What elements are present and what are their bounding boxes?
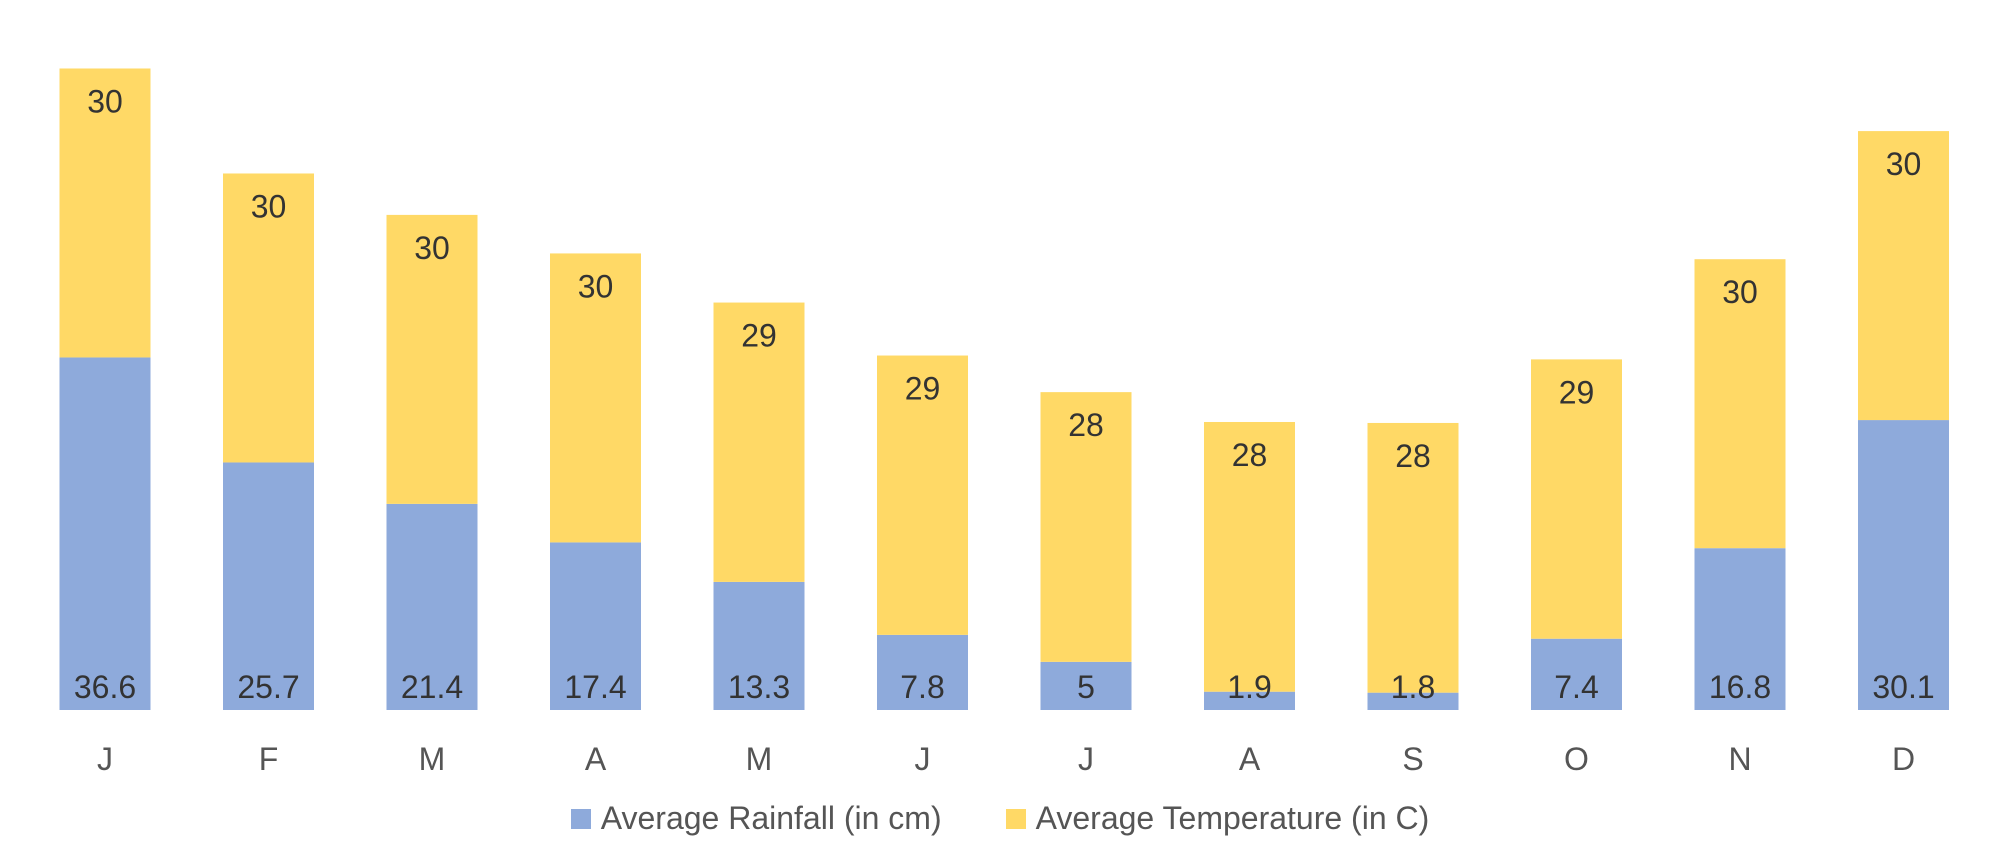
x-tick-label-5: J	[915, 741, 931, 777]
temperature-value-label-0: 30	[87, 83, 123, 119]
temperature-bar-0	[59, 68, 151, 358]
rainfall-value-label-8: 1.8	[1391, 669, 1435, 705]
temperature-value-label-3: 30	[578, 268, 614, 304]
temperature-value-label-9: 29	[1559, 374, 1595, 410]
legend: Average Rainfall (in cm) Average Tempera…	[0, 800, 2000, 837]
rainfall-bar-9	[1531, 638, 1622, 710]
x-tick-label-10: N	[1728, 741, 1751, 777]
x-tick-label-4: M	[746, 741, 773, 777]
x-tick-label-9: O	[1564, 741, 1589, 777]
temperature-bar-8	[1367, 422, 1459, 693]
rainfall-value-label-4: 13.3	[728, 669, 790, 705]
stacked-bar-chart: 36.6 30 25.7 30 21.4 30 17.4 30 13.3 29 7.8 29 5 28 1.…	[59, 68, 1949, 777]
temperature-bar-1	[223, 173, 314, 463]
temperature-value-label-8: 28	[1395, 438, 1431, 474]
temperature-bar-7	[1204, 421, 1295, 692]
x-tick-label-2: M	[419, 741, 446, 777]
rainfall-value-label-1: 25.7	[237, 669, 299, 705]
temperature-bar-9	[1531, 359, 1622, 639]
temperature-value-label-5: 29	[905, 371, 941, 407]
temperature-value-label-6: 28	[1068, 407, 1104, 443]
rainfall-bar-10	[1694, 548, 1786, 710]
legend-item-temperature: Average Temperature (in C)	[1005, 800, 1430, 837]
temperature-bar-6	[1040, 392, 1132, 662]
rainfall-bar-6	[1040, 661, 1132, 710]
legend-label-rainfall: Average Rainfall (in cm)	[600, 800, 942, 836]
rainfall-bar-4	[713, 581, 805, 710]
x-tick-label-11: D	[1892, 741, 1915, 777]
legend-item-rainfall: Average Rainfall (in cm)	[570, 800, 942, 837]
value-labels-group: 36.6 30 25.7 30 21.4 30 17.4 30 13.3 29 7.8 29 5 28 1.…	[74, 83, 1935, 705]
rainfall-value-label-6: 5	[1077, 669, 1095, 705]
temperature-value-label-1: 30	[251, 188, 287, 224]
temperature-value-label-11: 30	[1886, 146, 1922, 182]
rainfall-value-label-7: 1.9	[1227, 669, 1271, 705]
temperature-bar-11	[1858, 131, 1949, 421]
legend-label-temperature: Average Temperature (in C)	[1035, 800, 1430, 836]
rainfall-bar-8	[1367, 692, 1459, 710]
rainfall-value-label-11: 30.1	[1872, 669, 1934, 705]
rainfall-bar-3	[550, 542, 641, 710]
temperature-value-label-2: 30	[414, 230, 450, 266]
rainfall-bar-1	[223, 462, 314, 710]
rainfall-value-label-0: 36.6	[74, 669, 136, 705]
rainfall-value-label-10: 16.8	[1709, 669, 1771, 705]
temperature-bar-10	[1694, 259, 1786, 549]
temperature-bar-2	[386, 214, 478, 504]
temperature-bar-5	[877, 355, 968, 635]
rainfall-value-label-5: 7.8	[900, 669, 944, 705]
x-tick-label-0: J	[97, 741, 113, 777]
rainfall-bar-11	[1858, 420, 1949, 710]
rainfall-value-label-2: 21.4	[401, 669, 463, 705]
legend-swatch-temperature	[1005, 808, 1026, 829]
rainfall-bar-7	[1204, 691, 1295, 710]
temperature-value-label-7: 28	[1232, 437, 1268, 473]
temperature-value-label-4: 29	[741, 318, 777, 354]
x-tick-label-8: S	[1402, 741, 1423, 777]
rainfall-bar-0	[59, 357, 151, 710]
rainfall-value-label-9: 7.4	[1554, 669, 1598, 705]
bars-group	[59, 68, 1949, 710]
temperature-value-label-10: 30	[1722, 274, 1758, 310]
x-tick-label-6: J	[1078, 741, 1094, 777]
temperature-bar-4	[713, 302, 805, 582]
rainfall-bar-2	[386, 503, 478, 710]
rainfall-value-label-3: 17.4	[564, 669, 626, 705]
x-tick-label-7: A	[1239, 741, 1261, 777]
legend-swatch-rainfall	[570, 808, 591, 829]
rainfall-bar-5	[877, 634, 968, 710]
temperature-bar-3	[550, 253, 641, 543]
x-tick-label-3: A	[585, 741, 607, 777]
x-tick-label-1: F	[259, 741, 279, 777]
